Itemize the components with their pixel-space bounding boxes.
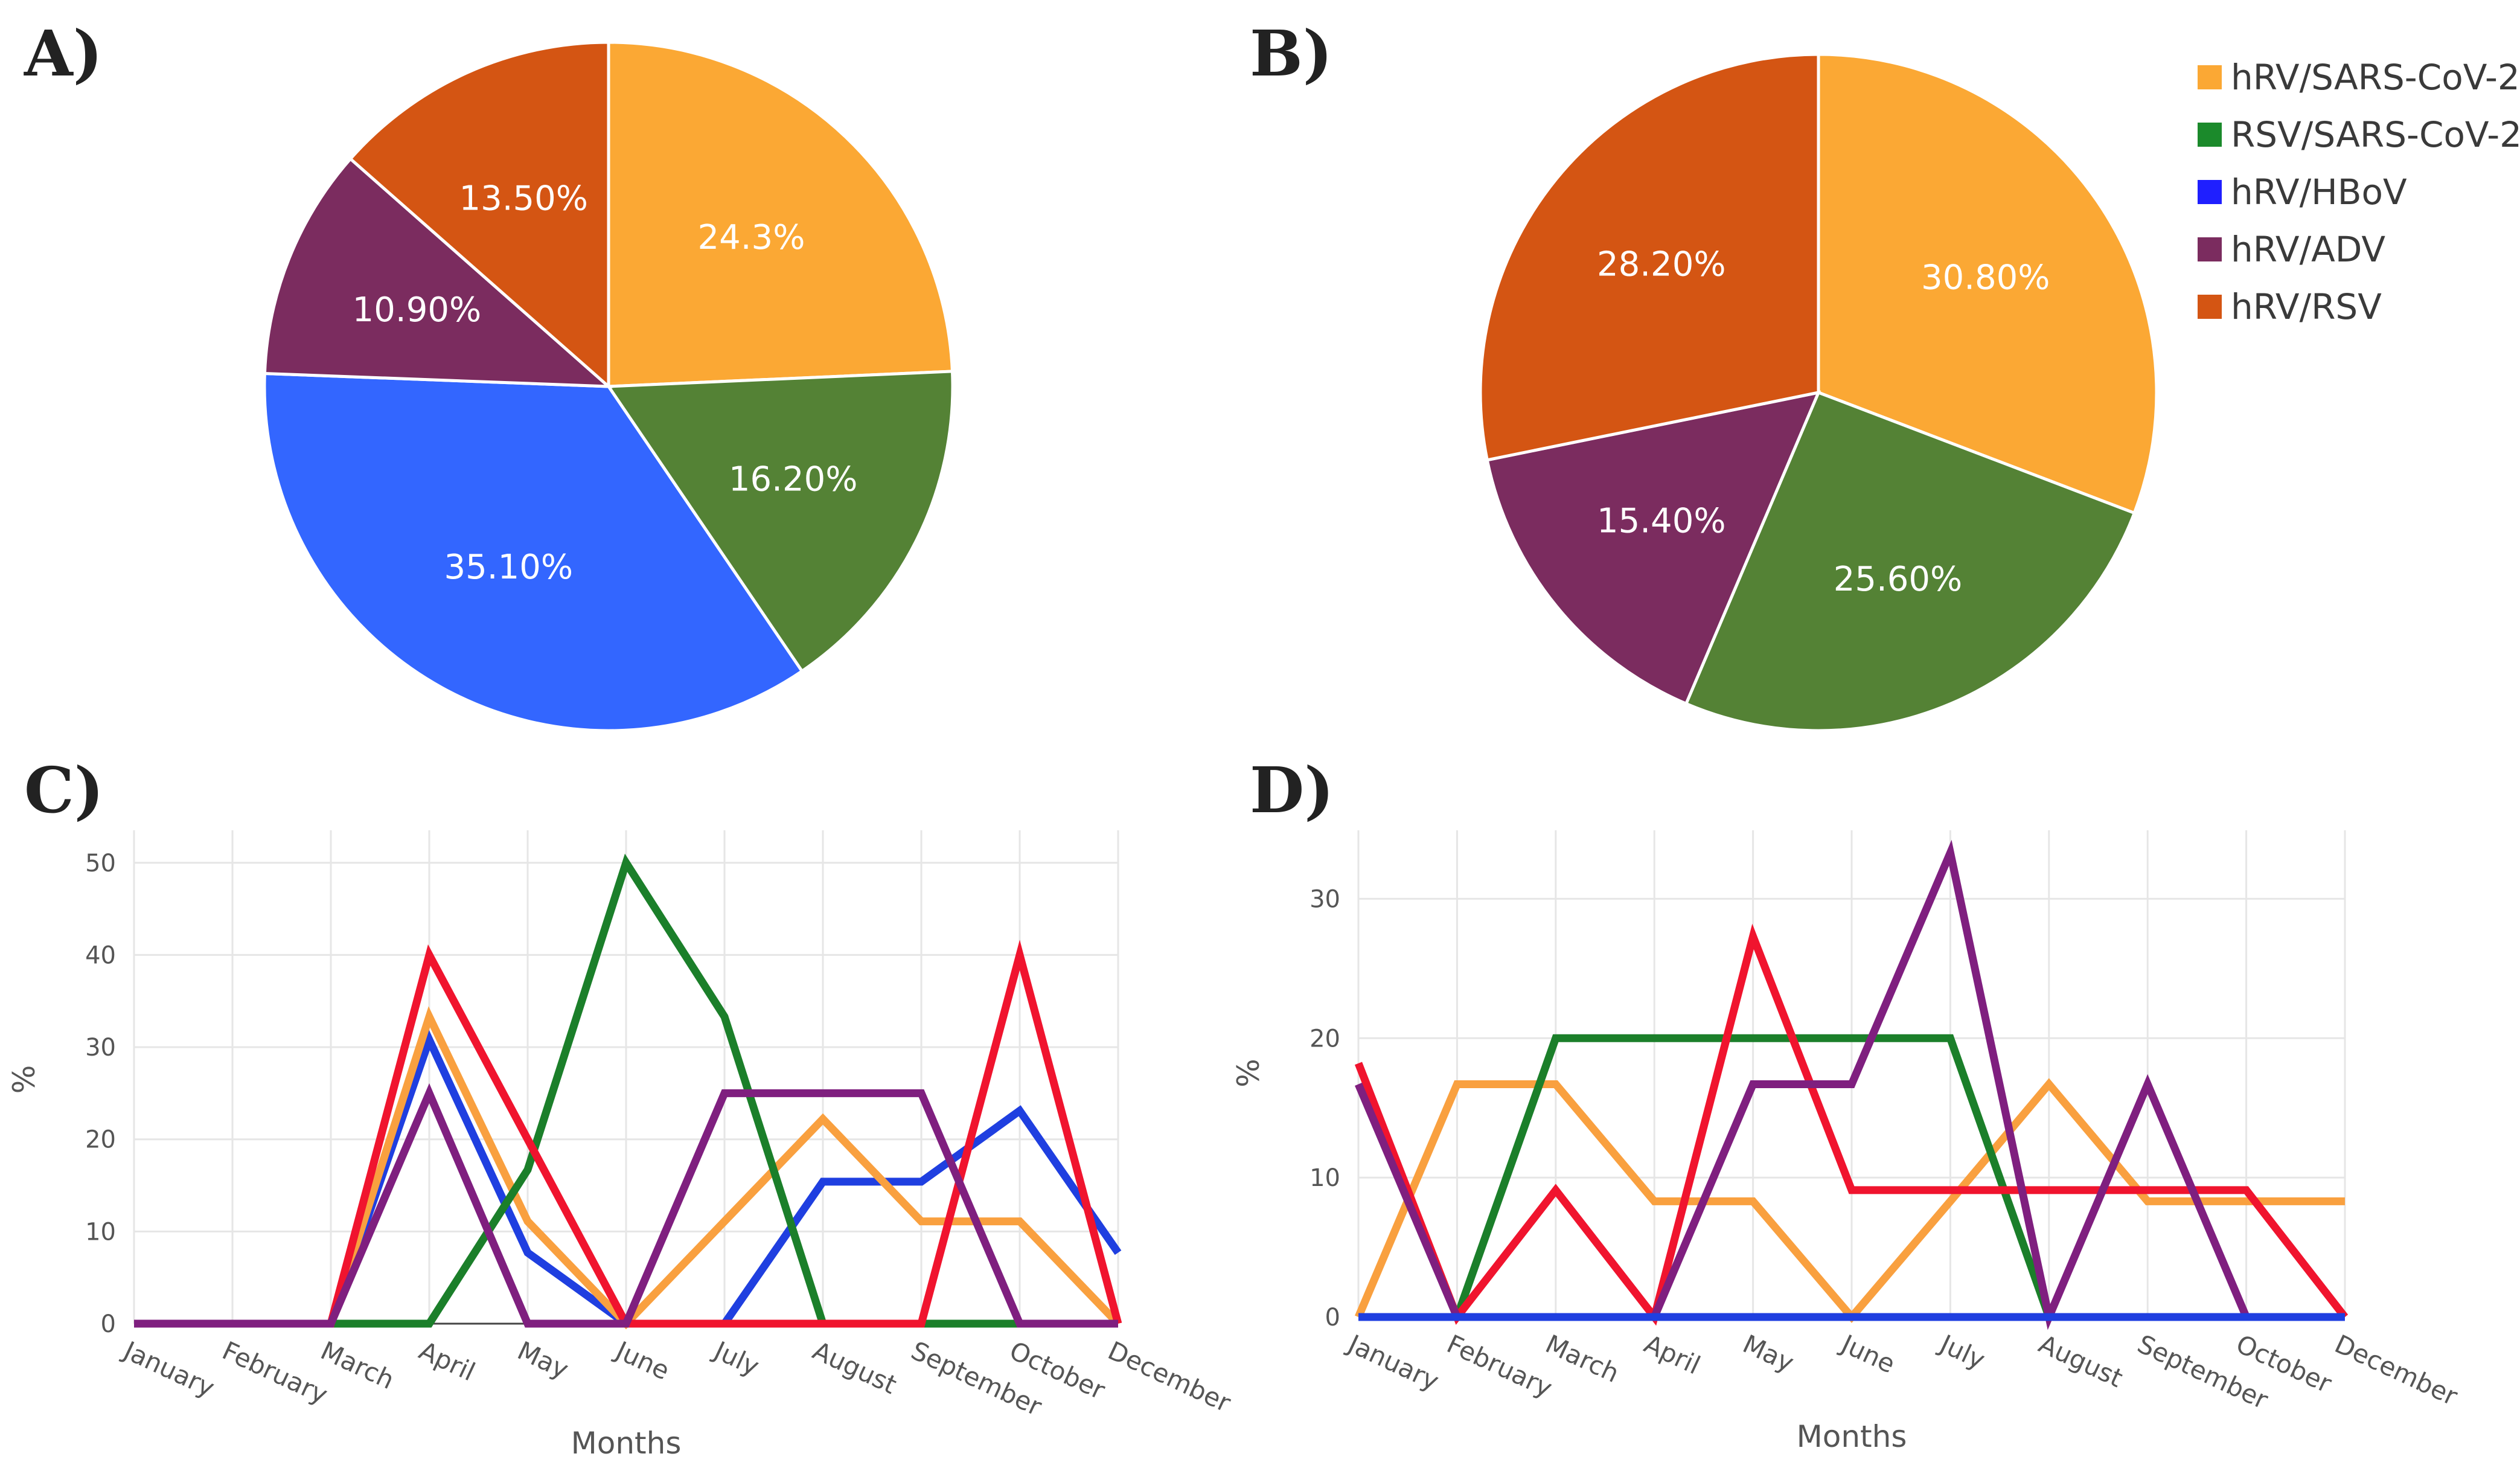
pie-a-label-hrv-rsv: 13.50% xyxy=(459,179,588,218)
panel-b-label: B) xyxy=(1250,16,1332,91)
legend-label-hrv-sars-cov-2: hRV/SARS-CoV-2 xyxy=(2231,57,2520,98)
d-x-tick-label: December xyxy=(2330,1329,2463,1412)
pie-a-slice-hrv-adv xyxy=(263,156,613,388)
pie-chart-b: 30.80% 25.60% 0.00% 15.40% 28.20% xyxy=(1479,53,2158,754)
d-x-tick-label: April xyxy=(1640,1329,1705,1380)
c-y-axis-title: % xyxy=(7,1065,42,1094)
panel-b: B) 30.80% 25.60% 0.00% 15.40% 28.20% xyxy=(1250,16,2158,754)
c-y-tick-label: 0 xyxy=(101,1310,116,1338)
c-x-axis-title: Months xyxy=(571,1426,682,1461)
c-y-tick-label: 40 xyxy=(85,941,116,969)
c-y-tick-label: 50 xyxy=(85,850,116,877)
panel-c-label: C) xyxy=(24,753,104,827)
legend: hRV/SARS-CoV-2 RSV/SARS-CoV-2 hRV/HBoV hRV/… xyxy=(2198,57,2520,327)
c-x-tick-label: December xyxy=(1104,1336,1236,1418)
d-y-tick-label: 20 xyxy=(1310,1025,1340,1053)
legend-swatch-hrv-hbov xyxy=(2198,180,2222,204)
c-y-tick-label: 30 xyxy=(85,1034,116,1062)
d-x-tick-label: July xyxy=(1934,1328,1989,1375)
legend-swatch-hrv-rsv xyxy=(2198,295,2222,319)
panel-d-label: D) xyxy=(1250,753,1334,827)
c-x-tick-label: August xyxy=(808,1336,901,1400)
legend-label-hrv-adv: hRV/ADV xyxy=(2231,229,2385,270)
pie-b-label-hrv-adv: 15.40% xyxy=(1597,502,1726,541)
c-y-tick-label: 10 xyxy=(85,1218,116,1246)
d-y-tick-label: 30 xyxy=(1310,885,1340,913)
c-x-tick-label: June xyxy=(610,1335,674,1385)
pie-a-label-hrv-adv: 10.90% xyxy=(353,290,482,330)
pie-a-label-hrv-sars-cov-2: 24.3% xyxy=(698,218,805,257)
pie-a-slice-hrv-sars-cov-2 xyxy=(607,40,955,388)
d-x-tick-label: February xyxy=(1442,1329,1556,1403)
pie-b-slice-hrv-rsv xyxy=(1479,53,1820,462)
d-x-axis-title: Months xyxy=(1797,1419,1907,1454)
c-x-tick-label: February xyxy=(218,1336,332,1410)
c-series-hrv-adv xyxy=(134,1083,1118,1328)
pie-b-label-hrv-hbov: 0.00% xyxy=(1587,714,1695,754)
legend-swatch-hrv-adv xyxy=(2198,237,2222,261)
panel-a: A) 24.3% 16.20% 35.10% 10.90% 13.50% xyxy=(24,16,955,732)
d-y-tick-label: 0 xyxy=(1325,1304,1340,1332)
pie-b-slice-rsv-sars-cov-2 xyxy=(1684,390,2137,732)
legend-swatch-hrv-sars-cov-2 xyxy=(2198,65,2222,89)
legend-label-hrv-hbov: hRV/HBoV xyxy=(2231,171,2407,213)
legend-swatch-rsv-sars-cov-2 xyxy=(2198,123,2222,147)
c-x-tick-label: April xyxy=(415,1336,480,1387)
panel-a-label: A) xyxy=(24,16,103,91)
d-x-tick-label: August xyxy=(2035,1329,2128,1394)
pie-b-slice-hrv-sars-cov-2 xyxy=(1817,53,2158,515)
pie-a-slice-hrv-rsv xyxy=(348,40,610,390)
pie-a-slice-rsv-sars-cov-2 xyxy=(606,370,955,673)
pie-a-label-hrv-hbov: 35.10% xyxy=(444,548,574,587)
c-x-tick-label: July xyxy=(708,1335,764,1382)
c-x-tick-label: May xyxy=(513,1336,573,1385)
d-x-tick-label: June xyxy=(1835,1328,1899,1379)
d-y-axis-title: % xyxy=(1231,1059,1266,1088)
c-x-tick-label: January xyxy=(118,1335,219,1403)
d-x-tick-label: May xyxy=(1738,1329,1798,1378)
legend-label-hrv-rsv: hRV/RSV xyxy=(2231,286,2382,327)
pie-b-label-hrv-sars-cov-2: 30.80% xyxy=(1921,258,2050,297)
pie-b-slice-hrv-adv xyxy=(1485,390,1821,706)
pie-chart-a: 24.3% 16.20% 35.10% 10.90% 13.50% xyxy=(263,40,955,732)
pie-a-slice-hrv-hbov xyxy=(263,371,804,732)
pie-b-label-rsv-sars-cov-2: 25.60% xyxy=(1834,560,1963,599)
pie-a-label-rsv-sars-cov-2: 16.20% xyxy=(729,460,858,499)
legend-label-rsv-sars-cov-2: RSV/SARS-CoV-2 xyxy=(2231,114,2520,155)
d-series-hrv-rsv xyxy=(1354,923,2349,1326)
pie-b-label-hrv-rsv: 28.20% xyxy=(1597,245,1726,284)
c-y-tick-label: 20 xyxy=(85,1126,116,1154)
d-y-tick-label: 10 xyxy=(1310,1164,1340,1192)
d-x-tick-label: January xyxy=(1342,1328,1444,1396)
